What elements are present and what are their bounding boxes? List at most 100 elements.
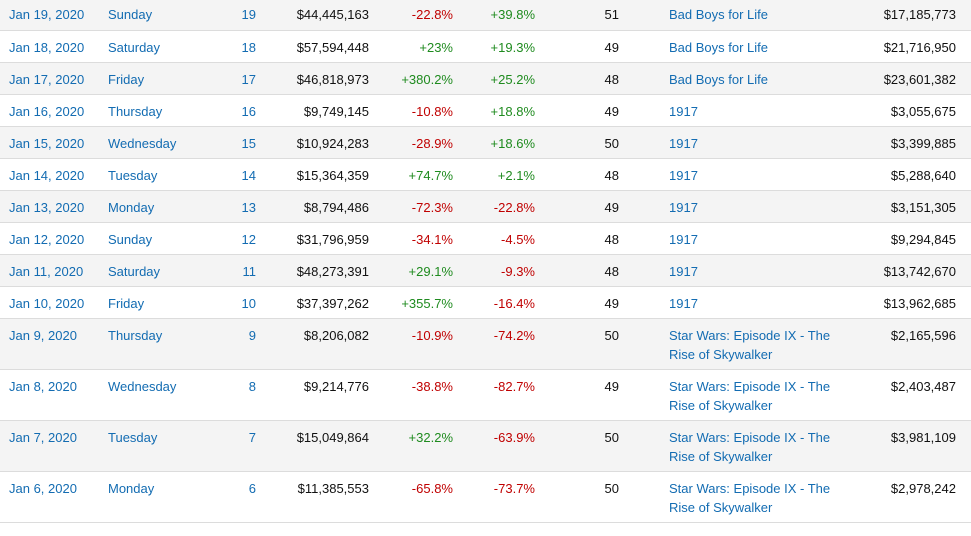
- change-last-week: -74.2%: [493, 327, 535, 343]
- releases-count: 50: [604, 480, 619, 496]
- date-link[interactable]: Jan 10, 2020: [9, 295, 85, 311]
- day-link[interactable]: Sunday: [108, 7, 153, 22]
- top-release-link[interactable]: Bad Boys for Life: [669, 71, 768, 87]
- day-link[interactable]: Thursday: [108, 327, 163, 343]
- change-last-week: -4.5%: [501, 231, 535, 247]
- top-release-gross: $3,981,109: [890, 429, 956, 445]
- day-link[interactable]: Thursday: [108, 103, 163, 119]
- date-link[interactable]: Jan 6, 2020: [9, 480, 77, 496]
- day-link[interactable]: Sunday: [108, 231, 153, 247]
- change-last-week: -9.3%: [501, 263, 535, 279]
- top-release-gross: $2,403,487: [890, 378, 956, 394]
- change-last-week: +18.6%: [490, 135, 535, 151]
- day-link[interactable]: Saturday: [108, 263, 161, 279]
- releases-count: 49: [604, 378, 619, 394]
- table-row: Jan 14, 2020 Tuesday 14 $15,364,359 +74.7% +2…: [0, 158, 971, 190]
- change-yesterday: +32.2%: [408, 429, 453, 445]
- day-number-link[interactable]: 7: [248, 429, 256, 445]
- day-number-link[interactable]: 6: [248, 480, 256, 496]
- day-number-link[interactable]: 11: [242, 263, 257, 279]
- releases-count: 50: [604, 429, 619, 445]
- table-row: Jan 18, 2020 Saturday 18 $57,594,448 +23% +19…: [0, 30, 971, 62]
- day-number-link[interactable]: 15: [241, 135, 256, 151]
- top-release-link[interactable]: 1917: [669, 103, 698, 119]
- day-number-link[interactable]: 13: [241, 199, 256, 215]
- day-link[interactable]: Friday: [108, 71, 145, 87]
- day-number-link[interactable]: 18: [241, 39, 256, 55]
- top-release-link[interactable]: Bad Boys for Life: [669, 39, 768, 55]
- date-link[interactable]: Jan 17, 2020: [9, 71, 85, 87]
- releases-count: 49: [604, 199, 619, 215]
- date-link[interactable]: Jan 19, 2020: [9, 7, 85, 22]
- top-release-gross: $2,165,596: [890, 327, 956, 343]
- date-link[interactable]: Jan 18, 2020: [9, 39, 85, 55]
- top10-gross: $15,364,359: [296, 167, 369, 183]
- change-yesterday: -10.9%: [411, 327, 453, 343]
- day-number-link[interactable]: 16: [241, 103, 256, 119]
- date-link[interactable]: Jan 7, 2020: [9, 429, 77, 445]
- top-release-gross: $3,399,885: [890, 135, 956, 151]
- change-last-week: -22.8%: [493, 199, 535, 215]
- day-link[interactable]: Wednesday: [108, 378, 177, 394]
- day-link[interactable]: Monday: [108, 480, 155, 496]
- table-row: Jan 8, 2020 Wednesday 8 $9,214,776 -38.8% -82…: [0, 369, 971, 420]
- top-release-gross: $13,742,670: [883, 263, 956, 279]
- change-yesterday: +29.1%: [408, 263, 453, 279]
- change-yesterday: -22.8%: [411, 7, 453, 22]
- date-link[interactable]: Jan 8, 2020: [9, 378, 77, 394]
- top-release-link[interactable]: Star Wars: Episode IX - The Rise of Skyw…: [669, 429, 831, 464]
- releases-count: 48: [604, 263, 619, 279]
- top-release-gross: $3,151,305: [890, 199, 956, 215]
- top10-gross: $9,214,776: [303, 378, 369, 394]
- top-release-link[interactable]: 1917: [669, 135, 698, 151]
- date-link[interactable]: Jan 11, 2020: [9, 263, 84, 279]
- change-last-week: -16.4%: [493, 295, 535, 311]
- day-link[interactable]: Wednesday: [108, 135, 177, 151]
- top-release-gross: $5,288,640: [890, 167, 956, 183]
- releases-count: 50: [604, 327, 619, 343]
- table-row: Jan 10, 2020 Friday 10 $37,397,262 +355.7% -1…: [0, 286, 971, 318]
- change-last-week: +25.2%: [490, 71, 535, 87]
- table-body: Jan 19, 2020 Sunday 19 $44,445,163 -22.8% +39…: [0, 0, 971, 522]
- date-link[interactable]: Jan 15, 2020: [9, 135, 85, 151]
- day-number-link[interactable]: 14: [241, 167, 256, 183]
- day-number-link[interactable]: 8: [248, 378, 256, 394]
- change-last-week: -82.7%: [493, 378, 535, 394]
- change-last-week: +39.8%: [490, 7, 535, 22]
- top-release-gross: $17,185,773: [883, 7, 956, 22]
- releases-count: 49: [604, 39, 619, 55]
- top-release-link[interactable]: 1917: [669, 295, 698, 311]
- date-link[interactable]: Jan 14, 2020: [9, 167, 85, 183]
- change-yesterday: +380.2%: [401, 71, 453, 87]
- date-link[interactable]: Jan 16, 2020: [9, 103, 85, 119]
- table-row: Jan 12, 2020 Sunday 12 $31,796,959 -34.1% -4.…: [0, 222, 971, 254]
- top-release-gross: $3,055,675: [890, 103, 956, 119]
- day-link[interactable]: Tuesday: [108, 429, 158, 445]
- top-release-link[interactable]: 1917: [669, 199, 698, 215]
- top-release-link[interactable]: Bad Boys for Life: [669, 7, 768, 22]
- day-link[interactable]: Monday: [108, 199, 155, 215]
- day-number-link[interactable]: 12: [241, 231, 256, 247]
- date-link[interactable]: Jan 9, 2020: [9, 327, 77, 343]
- date-link[interactable]: Jan 12, 2020: [9, 231, 85, 247]
- change-yesterday: +23%: [419, 39, 453, 55]
- top-release-link[interactable]: 1917: [669, 263, 698, 279]
- top-release-gross: $21,716,950: [883, 39, 956, 55]
- table-row: Jan 17, 2020 Friday 17 $46,818,973 +380.2% +2…: [0, 62, 971, 94]
- date-link[interactable]: Jan 13, 2020: [9, 199, 85, 215]
- change-last-week: -63.9%: [493, 429, 535, 445]
- top-release-link[interactable]: 1917: [669, 231, 698, 247]
- top-release-link[interactable]: 1917: [669, 167, 698, 183]
- day-link[interactable]: Tuesday: [108, 167, 158, 183]
- top-release-link[interactable]: Star Wars: Episode IX - The Rise of Skyw…: [669, 378, 831, 413]
- top-release-gross: $23,601,382: [883, 71, 956, 87]
- day-number-link[interactable]: 9: [248, 327, 256, 343]
- day-link[interactable]: Friday: [108, 295, 145, 311]
- top-release-link[interactable]: Star Wars: Episode IX - The Rise of Skyw…: [669, 327, 831, 362]
- change-last-week: +18.8%: [490, 103, 535, 119]
- day-number-link[interactable]: 17: [241, 71, 256, 87]
- top-release-link[interactable]: Star Wars: Episode IX - The Rise of Skyw…: [669, 480, 831, 515]
- day-number-link[interactable]: 19: [241, 7, 256, 22]
- day-link[interactable]: Saturday: [108, 39, 161, 55]
- day-number-link[interactable]: 10: [241, 295, 256, 311]
